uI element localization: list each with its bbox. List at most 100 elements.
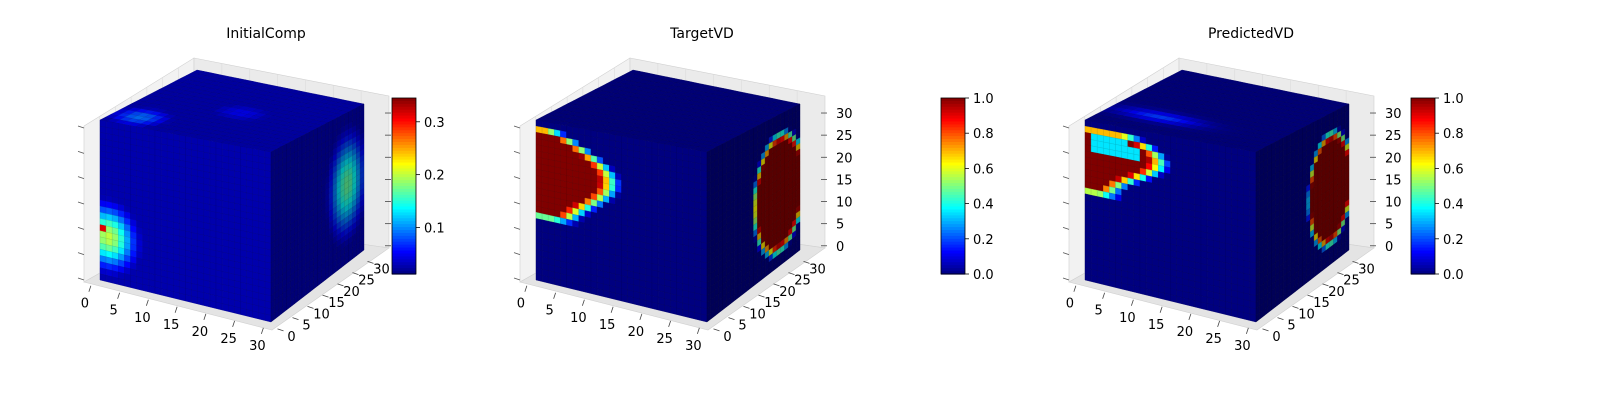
colorbar-tick-label: 1.0: [973, 92, 994, 107]
y-tick-label: 5: [302, 319, 310, 334]
voxel-front: [1115, 281, 1122, 290]
z-tick-label: 10: [836, 196, 853, 211]
voxel-front: [240, 307, 247, 317]
voxel-front: [1103, 278, 1110, 287]
voxel-front: [1109, 279, 1116, 288]
voxel-front: [1237, 148, 1245, 157]
voxel-front: [228, 304, 235, 314]
voxel-front: [1084, 273, 1092, 282]
voxel-front: [688, 148, 695, 157]
colorbar-tick-label: 0.8: [973, 127, 994, 142]
x-tick-label: 5: [545, 304, 553, 319]
voxel-front: [560, 279, 567, 288]
voxel-front: [148, 285, 156, 294]
voxel-front: [566, 281, 573, 290]
voxel-front: [603, 289, 610, 299]
x-tick-label: 30: [685, 339, 702, 354]
voxel-front: [700, 150, 708, 159]
z-tick-label: 0: [836, 240, 844, 255]
x-tick-label: 10: [134, 311, 151, 326]
voxel-front: [572, 282, 579, 291]
voxel-front: [1219, 151, 1226, 160]
voxel-front: [124, 279, 131, 288]
voxel-front: [209, 300, 217, 309]
voxel-front: [670, 151, 677, 160]
x-tick-label: 10: [570, 311, 587, 326]
voxel-front: [1164, 292, 1171, 302]
voxel-front: [111, 276, 119, 285]
voxel-front: [185, 294, 192, 303]
voxel-front: [191, 295, 198, 305]
colorbar-tick-label: 0.6: [973, 162, 994, 177]
x-tick-label: 20: [628, 325, 645, 340]
voxel-front: [688, 161, 695, 170]
voxel-front: [541, 275, 549, 284]
y-tick-label: 0: [723, 330, 731, 345]
y-tick-label: 30: [373, 262, 390, 277]
voxel-front: [252, 161, 259, 170]
voxel-front: [664, 304, 671, 314]
colorbar-tick-label: 0.2: [424, 169, 445, 184]
colorbar-tick-label: 0.1: [424, 221, 445, 236]
colorbar-tick-label: 0.3: [424, 116, 445, 131]
voxel-front: [590, 286, 598, 296]
voxel-front: [688, 154, 695, 163]
voxel-front: [1249, 150, 1257, 159]
voxel-front: [700, 313, 708, 323]
voxel-front: [694, 312, 702, 321]
z-tick-label: 20: [836, 151, 853, 166]
voxel-front: [154, 286, 162, 296]
x-tick-label: 0: [517, 297, 525, 312]
z-tick-label: 30: [836, 107, 853, 122]
voxel-front: [215, 154, 223, 163]
voxel-front: [596, 288, 604, 297]
voxel-front: [142, 284, 150, 293]
voxel-front: [682, 309, 689, 318]
voxel-front: [1237, 161, 1245, 170]
voxel-front: [221, 303, 229, 312]
x-tick-label: 5: [109, 304, 117, 319]
voxel-front: [258, 312, 266, 321]
voxel-front: [203, 298, 211, 308]
voxel-front: [548, 276, 555, 285]
x-tick-label: 25: [656, 332, 673, 347]
voxel-front: [105, 275, 113, 284]
voxel-front: [1200, 154, 1208, 163]
voxel-front: [627, 295, 634, 305]
voxel-front: [1133, 285, 1141, 294]
x-tick-label: 30: [249, 339, 266, 354]
voxel-front: [264, 313, 272, 323]
voxel-front: [639, 298, 647, 308]
voxel-front: [633, 297, 640, 306]
x-tick-label: 15: [163, 318, 180, 333]
voxel-front: [1127, 284, 1135, 293]
x-tick-label: 20: [192, 325, 209, 340]
voxel-front: [1139, 286, 1147, 296]
voxel-front: [535, 273, 543, 282]
voxel-front: [118, 278, 125, 287]
voxel-front: [215, 301, 223, 311]
voxel-front: [1237, 154, 1245, 163]
voxel-front: [173, 291, 180, 300]
voxel-front: [615, 292, 622, 302]
chart-title: InitialComp: [226, 26, 306, 42]
colorbar-tick-label: 0.4: [973, 198, 994, 213]
voxel-front: [1225, 146, 1232, 155]
voxel-front: [651, 154, 659, 163]
voxel-front: [252, 148, 259, 157]
voxel-front: [1145, 288, 1153, 297]
voxel-front: [1090, 275, 1098, 284]
voxel-front: [136, 282, 144, 291]
colorbar-tick-label: 0.2: [973, 233, 994, 248]
voxel-front: [621, 294, 628, 303]
voxel-front: [688, 310, 695, 320]
voxel-front: [670, 306, 677, 315]
voxel-front: [1151, 289, 1159, 299]
voxel-front: [578, 284, 586, 293]
voxel-front: [246, 309, 253, 318]
voxel-front: [645, 300, 653, 309]
voxel-front: [1096, 276, 1104, 285]
x-tick-label: 15: [599, 318, 616, 333]
voxel-front: [554, 278, 561, 287]
